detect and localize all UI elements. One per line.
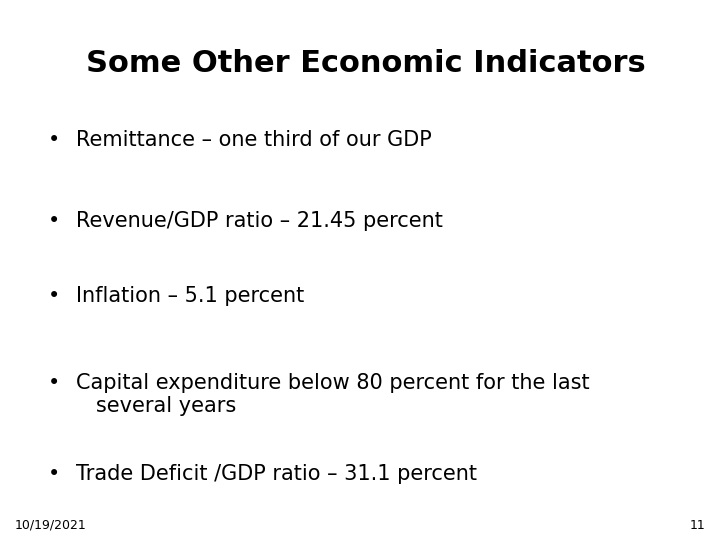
Text: •: • — [48, 286, 60, 306]
Text: 11: 11 — [690, 519, 706, 532]
Text: Some Other Economic Indicators: Some Other Economic Indicators — [86, 49, 646, 78]
Text: •: • — [48, 464, 60, 484]
Text: Revenue/GDP ratio – 21.45 percent: Revenue/GDP ratio – 21.45 percent — [76, 211, 443, 231]
Text: 10/19/2021: 10/19/2021 — [14, 519, 86, 532]
Text: Capital expenditure below 80 percent for the last
   several years: Capital expenditure below 80 percent for… — [76, 373, 589, 416]
Text: •: • — [48, 130, 60, 150]
Text: •: • — [48, 373, 60, 393]
Text: Remittance – one third of our GDP: Remittance – one third of our GDP — [76, 130, 431, 150]
Text: •: • — [48, 211, 60, 231]
Text: Inflation – 5.1 percent: Inflation – 5.1 percent — [76, 286, 304, 306]
Text: Trade Deficit /GDP ratio – 31.1 percent: Trade Deficit /GDP ratio – 31.1 percent — [76, 464, 477, 484]
